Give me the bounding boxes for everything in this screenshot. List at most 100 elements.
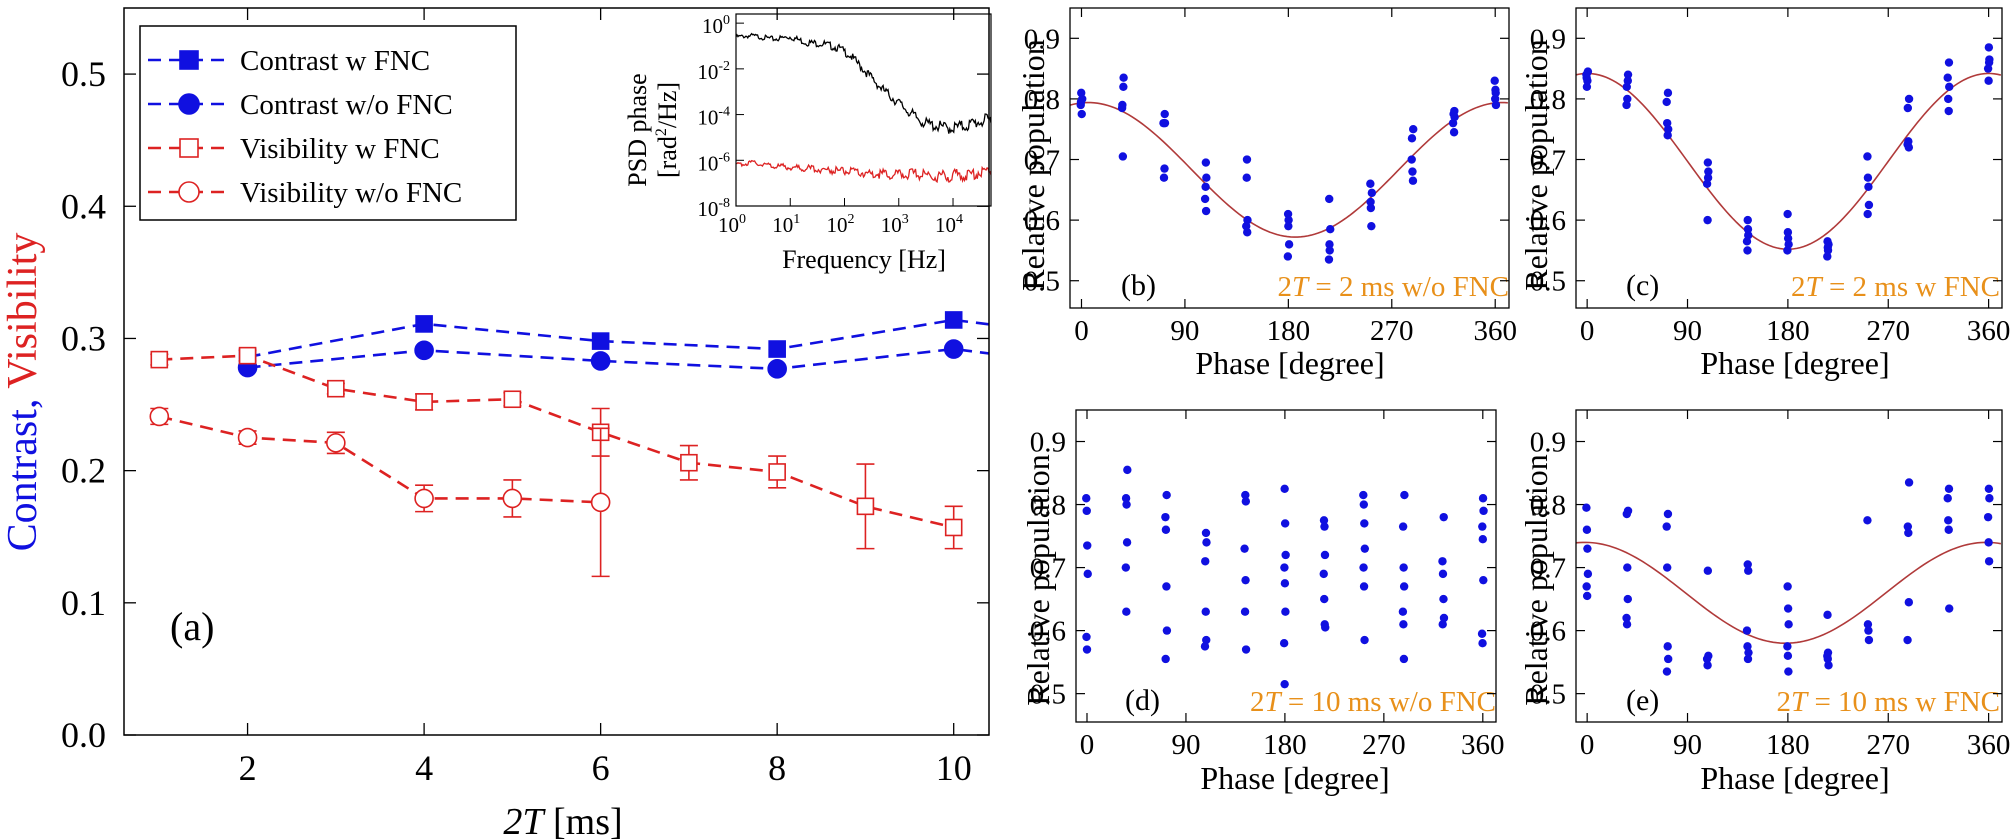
data-point xyxy=(1319,516,1329,525)
data-point xyxy=(680,453,698,472)
series-visibility-w-fnc xyxy=(150,346,963,550)
panel-c-plot-area xyxy=(1576,43,2002,261)
panel-d-annotation: 2T = 10 ms w/o FNC xyxy=(1250,686,1496,718)
data-point xyxy=(1121,494,1131,503)
data-point xyxy=(1702,654,1712,664)
x-tick-label: 90 xyxy=(1170,315,1199,347)
data-point xyxy=(1160,118,1170,128)
data-point xyxy=(1784,620,1793,629)
panel-e-xlabel: Phase [degree] xyxy=(1700,760,1889,796)
data-point xyxy=(1663,642,1672,651)
data-point xyxy=(1450,112,1459,122)
data-point xyxy=(150,350,169,369)
x-tick-label: 270 xyxy=(1362,729,1406,761)
data-point xyxy=(1622,509,1631,519)
data-point xyxy=(1439,512,1448,522)
data-point xyxy=(1583,544,1592,553)
data-point xyxy=(1083,541,1092,550)
data-point xyxy=(1366,203,1376,213)
x-tick-label: 270 xyxy=(1867,315,1911,347)
panel-e-label: (e) xyxy=(1626,684,1659,717)
data-point xyxy=(1983,512,1993,522)
fit-curve xyxy=(1070,101,1508,238)
data-point xyxy=(1984,58,1994,67)
x-tick-label: 8 xyxy=(768,748,786,788)
data-point xyxy=(1202,173,1211,182)
data-point xyxy=(1663,654,1673,664)
panel-d-frame xyxy=(1075,409,1497,723)
data-point xyxy=(1985,494,1994,503)
data-point xyxy=(1281,550,1290,560)
data-point xyxy=(1582,73,1591,82)
data-point xyxy=(590,351,611,371)
data-point xyxy=(1944,516,1953,525)
panel-d: Relative population Phase [degree] (d) 2… xyxy=(1020,409,1505,796)
data-point xyxy=(1622,620,1632,629)
data-point xyxy=(1944,484,1954,493)
data-point xyxy=(1367,188,1377,198)
data-point xyxy=(590,492,611,513)
data-point xyxy=(1400,490,1409,500)
data-point xyxy=(1408,176,1418,185)
data-point xyxy=(1662,522,1671,531)
data-point xyxy=(1201,557,1210,566)
data-point xyxy=(1359,490,1368,500)
data-point xyxy=(1663,125,1673,134)
data-point xyxy=(1783,209,1792,219)
data-point xyxy=(1944,94,1953,104)
data-point xyxy=(1367,221,1376,231)
data-point xyxy=(999,319,1015,335)
panel-e-annotation: 2T = 10 ms w FNC xyxy=(1777,686,2000,718)
panel-d-ylabel: Relative population xyxy=(1020,454,1056,706)
data-point xyxy=(1622,100,1631,110)
data-point xyxy=(414,488,434,509)
x-tick-label: 0 xyxy=(1580,729,1595,761)
data-point xyxy=(1783,228,1793,237)
y-tick-label: 0.7 xyxy=(1530,145,1566,177)
data-point xyxy=(1159,173,1169,182)
series-line xyxy=(247,318,989,359)
inset-frame xyxy=(735,13,992,207)
data-point xyxy=(1478,494,1488,503)
legend-label: Visibility w FNC xyxy=(240,133,440,165)
data-point xyxy=(1904,94,1914,104)
data-point xyxy=(1984,76,1993,85)
data-point xyxy=(1662,97,1671,107)
data-point xyxy=(1623,70,1633,79)
data-point xyxy=(1366,179,1375,188)
data-point xyxy=(1904,528,1913,538)
data-point xyxy=(1742,626,1752,635)
data-point xyxy=(1320,594,1329,604)
data-point xyxy=(1478,639,1487,648)
data-point xyxy=(1744,648,1753,657)
data-point xyxy=(1743,560,1752,569)
y-tick-label: 0.3 xyxy=(61,318,106,358)
data-point xyxy=(1864,635,1874,645)
series-line xyxy=(159,415,601,504)
data-point xyxy=(1359,500,1369,509)
data-point xyxy=(1241,497,1251,506)
data-point xyxy=(1944,58,1954,67)
inset-xlabel: Frequency [Hz] xyxy=(782,245,946,274)
data-point xyxy=(1984,557,1994,566)
inset-y-tick-label: 100 xyxy=(702,13,730,38)
data-point xyxy=(1703,173,1713,182)
y-tick-label: 0.5 xyxy=(1530,679,1566,711)
data-point xyxy=(1823,654,1832,664)
data-point xyxy=(1491,88,1500,98)
x-tick-label: 0 xyxy=(1080,729,1095,761)
data-point xyxy=(1082,645,1092,654)
x-tick-label: 6 xyxy=(592,748,610,788)
panel-c-label: (c) xyxy=(1626,269,1659,302)
data-point xyxy=(1704,167,1713,176)
data-point xyxy=(1583,569,1593,579)
data-point xyxy=(1783,651,1793,661)
y-tick-label: 0.8 xyxy=(1530,84,1566,116)
panel-a-xlabel: 2T [ms] xyxy=(503,801,622,839)
psd-trace-black xyxy=(736,32,991,134)
y-tick-label: 0.6 xyxy=(1530,205,1566,237)
y-tick-label: 0.8 xyxy=(1030,490,1066,522)
data-point xyxy=(1123,465,1132,475)
data-point xyxy=(1477,629,1487,638)
